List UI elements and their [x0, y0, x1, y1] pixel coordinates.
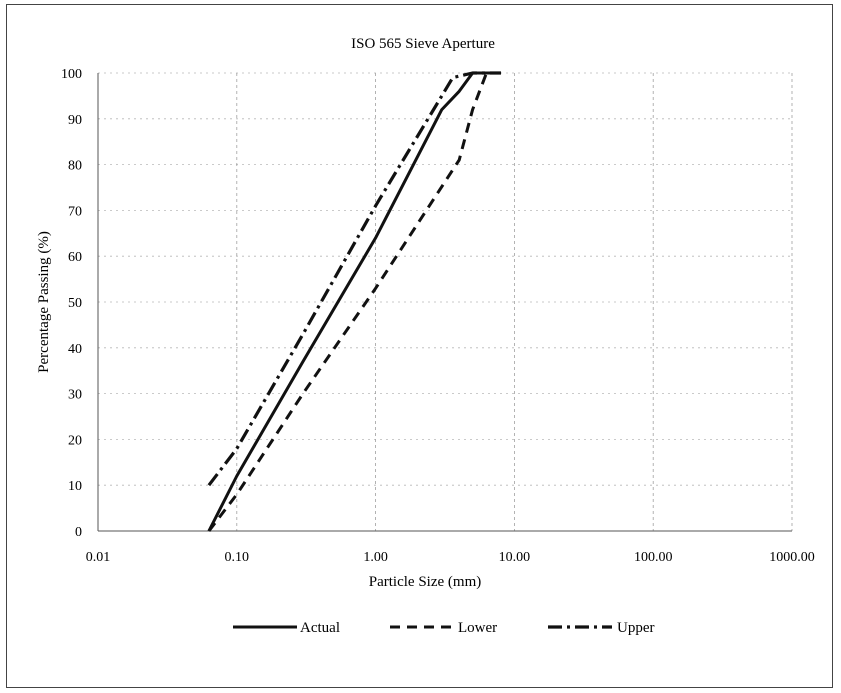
series-line-lower: [207, 71, 501, 532]
x-tick-label: 1000.00: [769, 550, 815, 565]
legend: Actual Lower Upper: [233, 620, 655, 636]
y-tick-label: 20: [68, 433, 82, 448]
y-tick-labels: 0 10 20 30 40 50 60 70 80 90 100: [61, 67, 82, 540]
y-tick-label: 10: [68, 479, 82, 494]
legend-label-upper: Upper: [617, 620, 655, 636]
x-tick-label: 1.00: [363, 550, 388, 565]
y-tick-label: 70: [68, 204, 82, 219]
x-tick-label: 100.00: [634, 550, 673, 565]
series-line-upper: [207, 71, 501, 487]
y-tick-label: 100: [61, 67, 82, 82]
x-tick-label: 0.01: [86, 550, 111, 565]
x-tick-labels: 0.01 0.10 1.00 10.00 100.00 1000.00: [86, 550, 815, 565]
chart-frame: [6, 4, 833, 688]
y-tick-label: 90: [68, 113, 82, 128]
grid: [98, 72, 793, 531]
y-tick-label: 30: [68, 388, 82, 403]
x-tick-label: 0.10: [225, 550, 250, 565]
x-axis-label: Particle Size (mm): [369, 574, 481, 590]
legend-label-actual: Actual: [300, 620, 340, 636]
series-line-actual: [207, 71, 501, 532]
y-tick-label: 40: [68, 342, 82, 357]
y-tick-label: 60: [68, 250, 82, 265]
x-tick-label: 10.00: [499, 550, 531, 565]
y-axis-label: Percentage Passing (%): [36, 231, 52, 373]
y-tick-label: 50: [68, 296, 82, 311]
series: [207, 71, 501, 532]
chart-title: ISO 565 Sieve Aperture: [351, 36, 495, 52]
y-tick-label: 80: [68, 159, 82, 174]
axes: [97, 73, 792, 532]
y-tick-label: 0: [75, 525, 82, 540]
legend-label-lower: Lower: [458, 620, 497, 636]
